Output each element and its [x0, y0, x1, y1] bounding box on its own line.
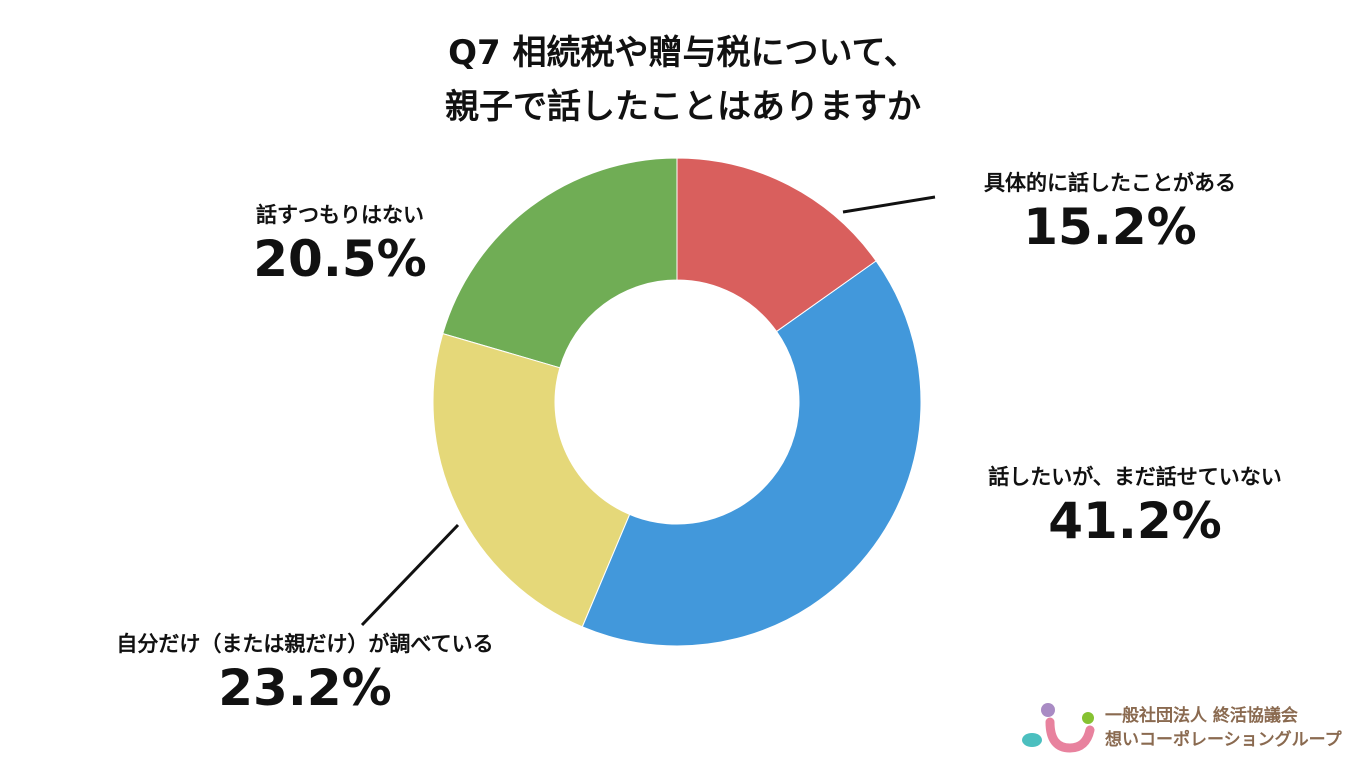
title-line-2: 親子で話したことはありますか	[445, 87, 921, 127]
logo-line-2: 想いコーポレーショングループ	[1105, 730, 1342, 750]
slice-label-name: 自分だけ（または親だけ）が調べている	[116, 632, 494, 656]
slice-label-name: 話したいが、まだ話せていない	[988, 465, 1282, 489]
slice-label-value: 15.2%	[1023, 198, 1197, 256]
donut-slice-3	[442, 157, 678, 369]
slice-label-value: 23.2%	[218, 659, 392, 717]
slice-label-value: 20.5%	[253, 230, 427, 288]
slice-label-3: 話すつもりはない 20.5%	[200, 200, 480, 288]
title-line-1: Q7 相続税や贈与税について、	[448, 33, 918, 73]
slice-label-name: 具体的に話したことがある	[984, 171, 1236, 195]
slice-label-2: 自分だけ（または親だけ）が調べている 23.2%	[40, 629, 570, 717]
slice-label-0: 具体的に話したことがある 15.2%	[930, 168, 1290, 256]
logo-mark-icon	[1022, 703, 1095, 753]
leader-line-slice-2	[360, 523, 460, 627]
donut-slice-1	[581, 260, 922, 647]
donut-slice-0	[676, 157, 877, 333]
logo-line-1: 一般社団法人 終活協議会	[1105, 706, 1298, 726]
slice-label-1: 話したいが、まだ話せていない 41.2%	[930, 462, 1340, 550]
chart-title: Q7 相続税や贈与税について、 親子で話したことはありますか	[0, 26, 1366, 134]
donut-slice-2	[432, 333, 631, 628]
logo: 一般社団法人 終活協議会 想いコーポレーショングループ	[1020, 700, 1360, 760]
slice-label-value: 41.2%	[1048, 492, 1222, 550]
leader-line-slice-0	[842, 195, 936, 214]
slice-label-name: 話すつもりはない	[256, 203, 424, 227]
